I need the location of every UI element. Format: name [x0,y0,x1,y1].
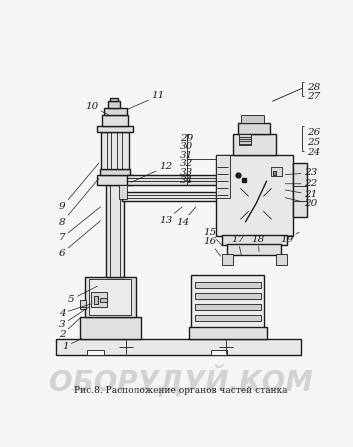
Bar [91,291,107,307]
Text: 25: 25 [307,138,320,147]
Bar [189,327,267,339]
Bar [216,155,230,198]
Text: 17: 17 [231,235,245,255]
Bar [85,277,136,317]
Text: 9: 9 [59,163,99,211]
Text: Рис.8. Расположение органов частей станка: Рис.8. Расположение органов частей станк… [74,386,287,395]
Bar [102,115,128,126]
Bar [89,279,131,315]
Bar [87,350,104,355]
Text: 10: 10 [85,102,108,114]
Bar [195,283,261,288]
Bar [101,132,129,169]
Bar [216,155,293,236]
Bar [101,298,107,302]
Bar [97,175,133,185]
Bar [80,300,86,309]
Bar [106,185,124,277]
Bar [122,192,227,202]
Bar [97,126,133,132]
Bar [233,134,276,155]
Text: 34: 34 [180,176,193,185]
Bar [241,115,264,123]
Bar [222,254,233,266]
Text: 16: 16 [203,237,221,256]
Bar [195,304,261,310]
Text: 22: 22 [285,179,317,188]
Text: 1: 1 [62,338,82,351]
Bar [222,235,287,245]
Bar [239,134,251,144]
Text: 3: 3 [59,307,89,329]
Bar [127,175,227,185]
Text: 24: 24 [307,148,320,157]
Bar [276,254,287,266]
Text: 32: 32 [180,159,193,168]
Bar [108,101,120,108]
Bar [191,274,264,329]
Text: 20: 20 [285,198,317,208]
Bar [195,293,261,299]
Bar [101,169,130,175]
Bar [271,167,282,176]
Text: 13: 13 [159,207,182,225]
Bar [238,123,270,134]
Text: 19: 19 [280,232,299,244]
Text: 14: 14 [176,207,196,227]
Bar [94,296,98,304]
Bar [103,108,127,115]
Bar [195,315,261,321]
Bar [56,338,301,355]
Text: 26: 26 [307,128,320,137]
Text: 12: 12 [131,162,172,182]
Text: 8: 8 [59,178,99,227]
Text: 31: 31 [180,151,193,160]
Bar [80,317,141,338]
Text: ОБОРУДУЙ.КОМ: ОБОРУДУЙ.КОМ [49,364,312,396]
Text: 30: 30 [180,142,193,152]
Text: 23: 23 [285,169,317,177]
Text: 5: 5 [68,286,97,304]
Bar [293,163,307,217]
Bar [210,350,227,355]
Text: 7: 7 [59,207,101,242]
Circle shape [253,201,259,207]
Text: 2: 2 [59,317,81,339]
Text: 29: 29 [180,134,193,143]
Text: 18: 18 [251,235,265,252]
Text: 11: 11 [128,92,164,109]
Bar [273,172,276,174]
Bar [110,97,118,101]
Text: 21: 21 [285,190,317,199]
Text: 6: 6 [59,221,101,257]
Text: 4: 4 [59,304,91,318]
Bar [227,244,281,255]
Bar [119,186,127,199]
Text: 15: 15 [203,228,222,245]
Text: 28: 28 [307,83,320,92]
Text: 27: 27 [307,92,320,101]
Text: 33: 33 [180,168,193,177]
